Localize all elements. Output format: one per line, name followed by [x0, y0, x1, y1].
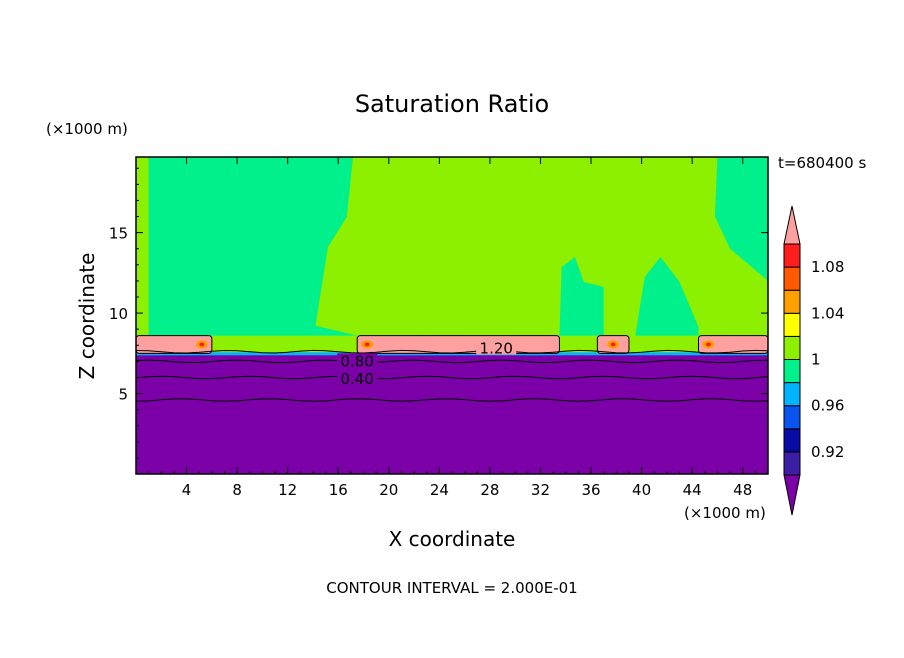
- colorbar-cap-top: [783, 205, 801, 245]
- region-subsaturated: [635, 257, 699, 336]
- y-axis: 5 10 15: [109, 167, 768, 459]
- chart-title: Saturation Ratio: [355, 90, 549, 118]
- colorbar-label: 0.92: [811, 443, 844, 461]
- y-tick-label: 5: [118, 386, 128, 404]
- x-tick-label: 20: [379, 481, 398, 499]
- cloud-edge-core: [199, 342, 205, 347]
- region-subsaturated: [148, 157, 358, 336]
- y-unit-label: (×1000 m): [46, 120, 128, 138]
- contour-lines: 1.20 0.800.40: [136, 339, 768, 402]
- contour-line: [136, 375, 768, 380]
- x-unit-label: (×1000 m): [684, 504, 766, 522]
- colorbar-swatch: [783, 405, 801, 430]
- x-tick-label: 40: [632, 481, 651, 499]
- region-dry-layer: [136, 353, 768, 474]
- contour-label: 0.40: [340, 370, 373, 388]
- cloud-layer: [356, 335, 560, 354]
- cloud-edge-core: [610, 342, 616, 347]
- x-tick-label: 28: [480, 481, 499, 499]
- y-tick-label: 15: [109, 225, 128, 243]
- colorbar-swatch: [783, 382, 801, 407]
- region-subsaturated: [559, 257, 604, 336]
- colorbar-label: 1.08: [811, 258, 844, 276]
- x-axis-title: X coordinate: [389, 527, 516, 551]
- cloud-edge-core: [705, 342, 711, 347]
- x-tick-label: 24: [430, 481, 449, 499]
- colorbar-label: 0.96: [811, 397, 844, 415]
- contour-interval-label: CONTOUR INTERVAL = 2.000E-01: [326, 579, 577, 597]
- x-tick-label: 36: [581, 481, 600, 499]
- plot-area: [136, 157, 768, 474]
- contour-label-bg: [337, 371, 378, 386]
- x-tick-label: 4: [182, 481, 192, 499]
- contour-label: 1.20: [480, 339, 513, 357]
- colorbar-swatch: [783, 289, 801, 314]
- contour-label-bg: [476, 340, 517, 355]
- contour-line: [136, 398, 768, 402]
- colorbar-cap-bottom: [783, 474, 801, 516]
- colorbar-label: 1.04: [811, 304, 844, 322]
- contour-label-bg: [337, 353, 378, 368]
- colorbar-swatch: [783, 335, 801, 360]
- contour-label: 0.80: [340, 352, 373, 370]
- y-axis-title: Z coordinate: [75, 253, 99, 380]
- colorbar: 0.92 0.96 1 1.04 1.08: [783, 205, 844, 516]
- colorbar-swatch: [783, 243, 801, 268]
- contour-line: [136, 359, 768, 364]
- x-tick-label: 44: [683, 481, 702, 499]
- cloud-edge-core: [364, 342, 370, 347]
- colorbar-swatch: [783, 428, 801, 453]
- cloud-layer: [136, 335, 213, 354]
- x-tick-label: 32: [531, 481, 550, 499]
- contour-line: [136, 349, 768, 354]
- region-subsaturated: [714, 157, 768, 281]
- time-label: t=680400 s: [778, 154, 866, 172]
- x-tick-label: 12: [278, 481, 297, 499]
- x-tick-label: 48: [733, 481, 752, 499]
- colorbar-swatch: [783, 266, 801, 291]
- colorbar-swatch: [783, 451, 801, 476]
- x-tick-label: 16: [329, 481, 348, 499]
- colorbar-swatch: [783, 359, 801, 384]
- colorbar-label: 1: [811, 351, 821, 369]
- y-tick-label: 10: [109, 305, 128, 323]
- colorbar-swatch: [783, 312, 801, 337]
- x-axis: 4 8 12 16 20 24 28 32 36 40 44 48: [148, 157, 756, 499]
- x-tick-label: 8: [232, 481, 242, 499]
